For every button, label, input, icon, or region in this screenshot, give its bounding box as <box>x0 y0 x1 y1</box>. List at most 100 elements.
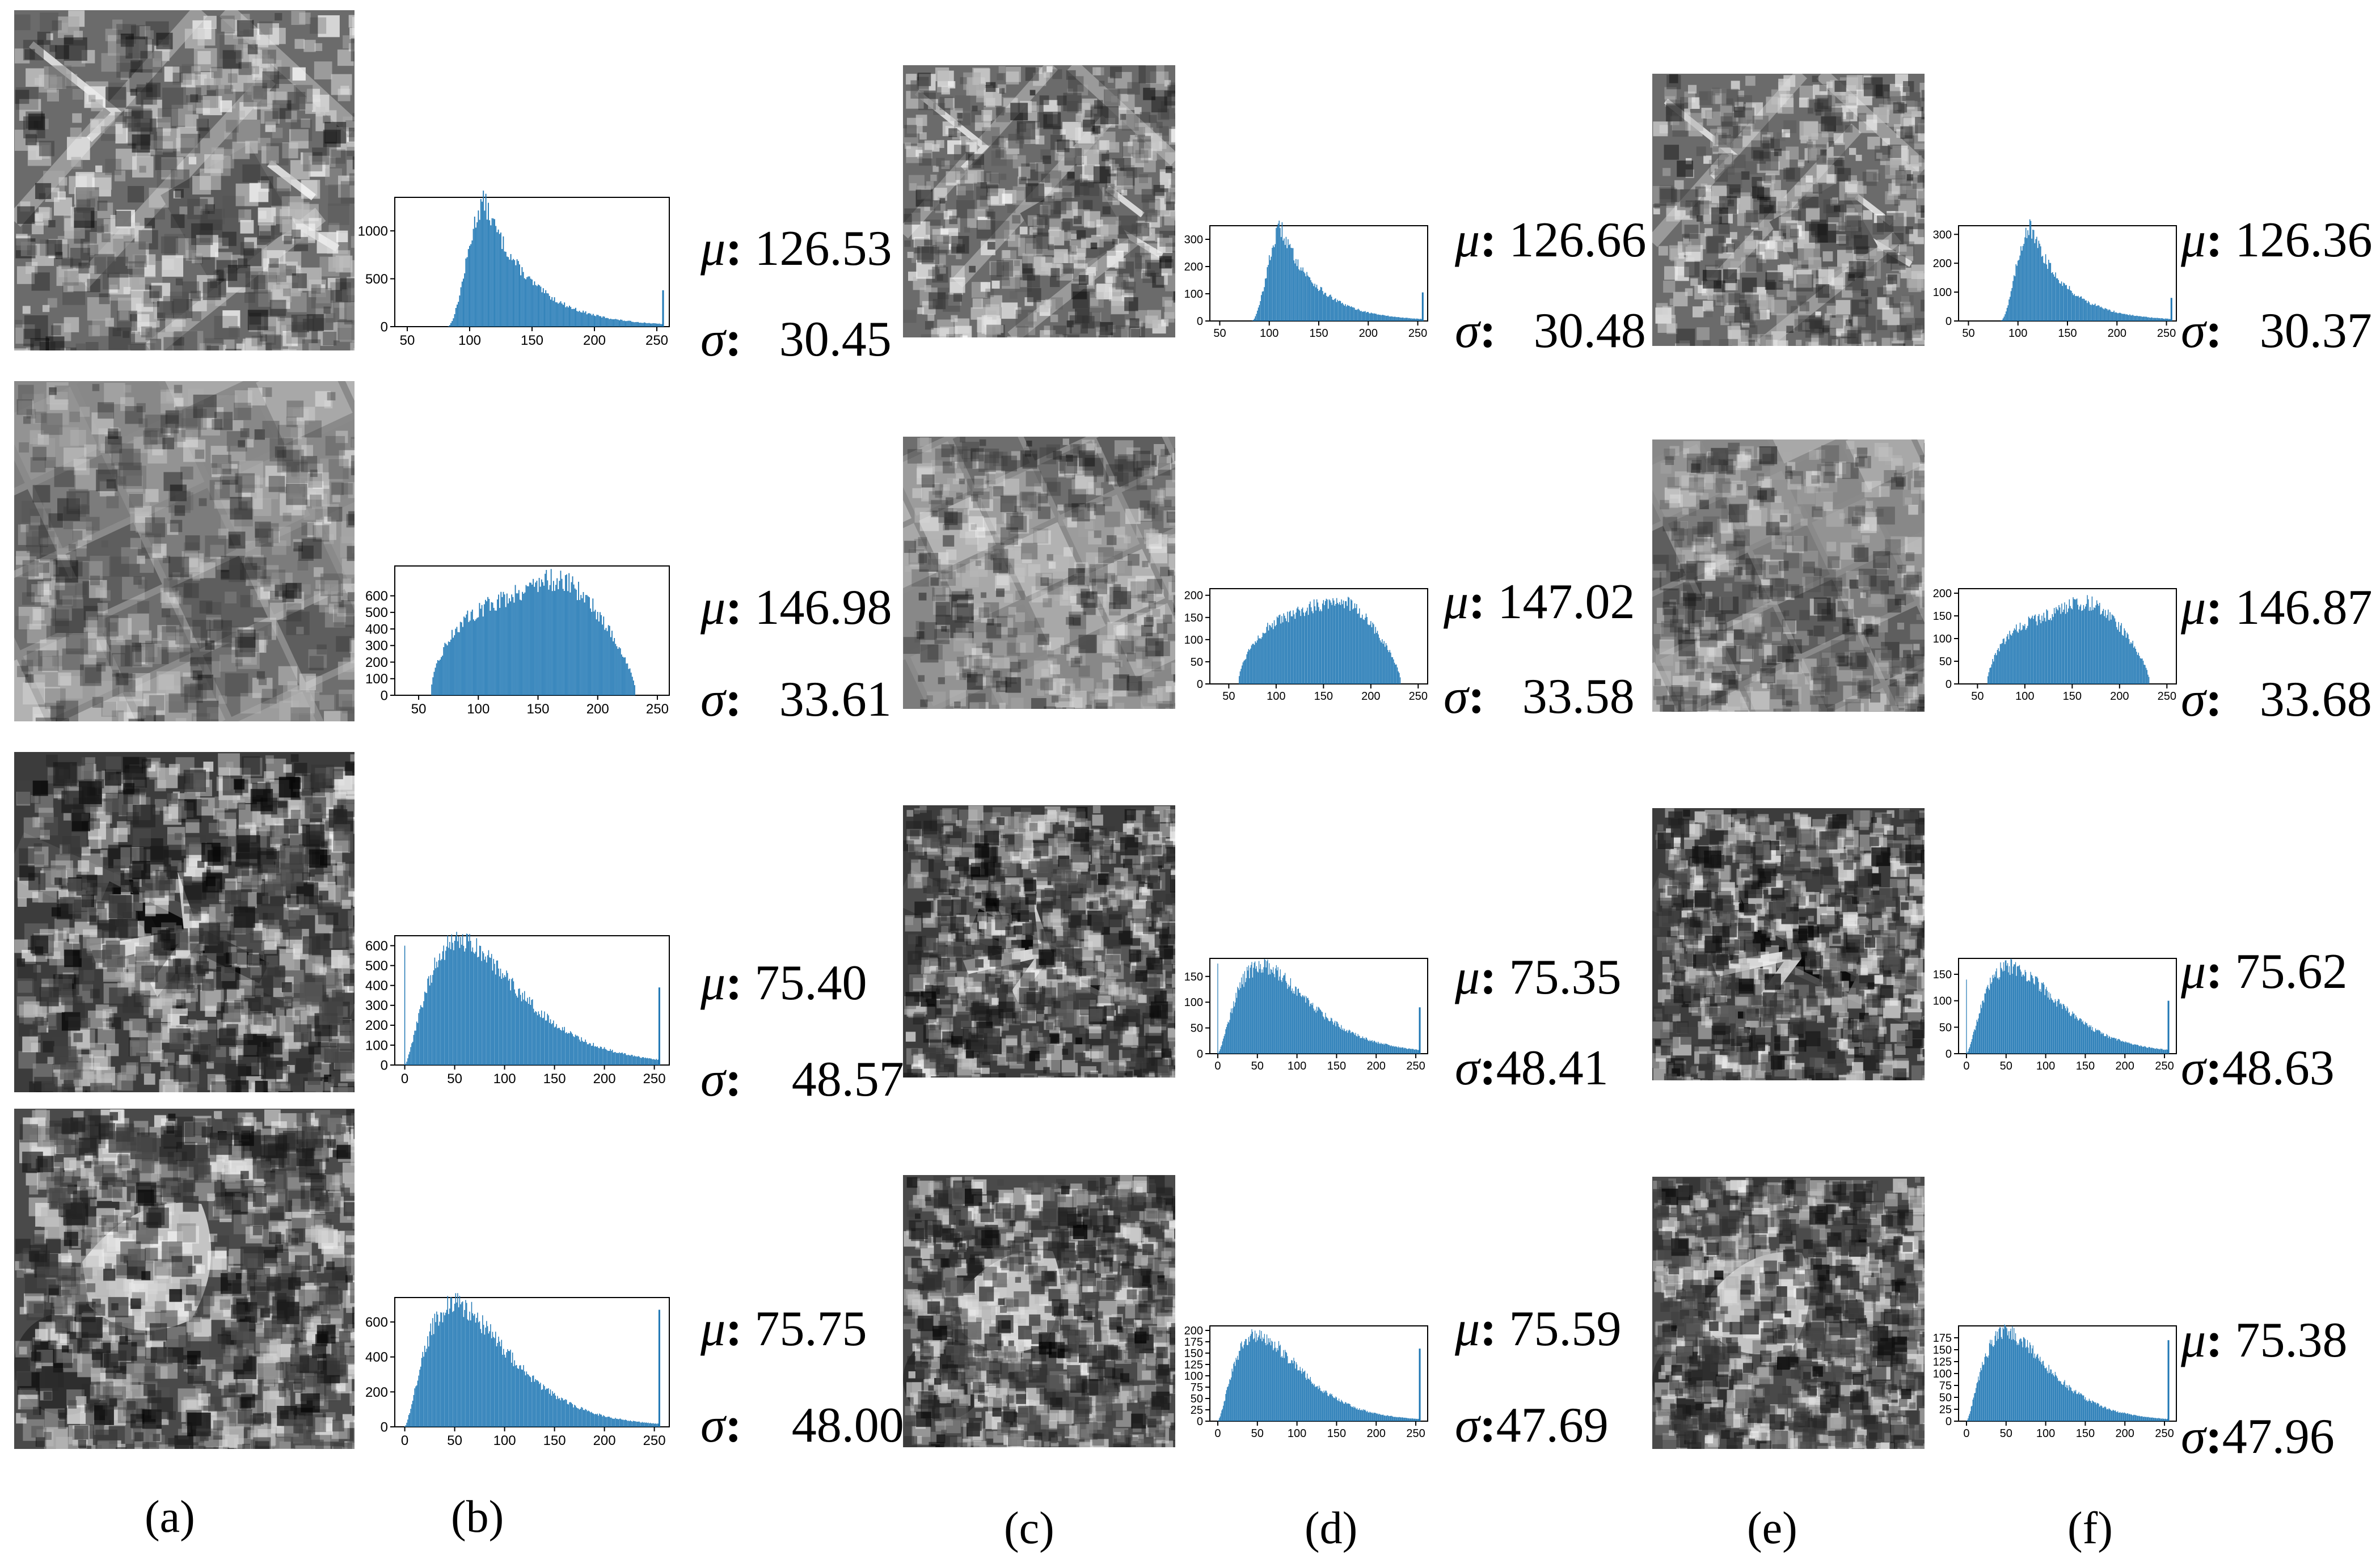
histogram-bar <box>2068 1013 2069 1054</box>
histogram-bar <box>1367 1040 1368 1054</box>
histogram-bar <box>490 225 492 327</box>
histogram-bar <box>1409 1048 1410 1054</box>
histogram-bar <box>1372 1040 1373 1054</box>
histogram-bar <box>1374 1041 1375 1054</box>
histogram-bar <box>569 592 571 695</box>
histogram-bar <box>549 585 551 695</box>
histogram-bar <box>2069 599 2070 684</box>
histogram-bar <box>1369 1040 1370 1054</box>
x-tick-label: 250 <box>643 1433 666 1448</box>
histogram-bar <box>655 1423 656 1427</box>
histogram-bar <box>1296 1362 1297 1421</box>
histogram-bar <box>1363 1038 1364 1054</box>
histogram-bar <box>639 322 640 327</box>
histogram-bar <box>1980 1004 1981 1054</box>
histogram-bar <box>519 1365 520 1427</box>
histogram-bar <box>450 1297 451 1427</box>
histogram-bar <box>1247 970 1248 1054</box>
mean-value-row4-b: μ: 75.75 <box>701 1302 867 1357</box>
histogram-bar <box>408 1415 410 1427</box>
sar-image-fields-a <box>14 381 355 721</box>
sar-image-urban-c <box>903 65 1175 337</box>
histogram-bar <box>1230 1012 1231 1054</box>
histogram-bar <box>2071 609 2073 684</box>
histogram-bar <box>505 607 507 695</box>
histogram-bar <box>500 591 502 695</box>
histogram-bar <box>656 323 657 327</box>
histogram-bar <box>571 1032 572 1065</box>
histogram-bar <box>495 226 497 327</box>
histogram-bar <box>520 995 521 1065</box>
histogram-bar <box>1360 311 1361 321</box>
histogram-bar <box>619 648 621 695</box>
histogram-bar <box>452 1312 453 1427</box>
histogram-bar <box>466 614 467 695</box>
histogram-bar <box>605 1049 606 1065</box>
histogram-bar <box>544 293 545 327</box>
histogram-bar <box>1284 615 1285 684</box>
histogram-bar <box>554 1027 555 1065</box>
histogram-bar <box>629 668 631 695</box>
x-tick-label: 150 <box>543 1071 566 1087</box>
histogram-bar <box>507 256 508 327</box>
histogram-bar <box>2163 319 2164 321</box>
histogram-bar <box>1331 1393 1332 1421</box>
histogram-bar <box>555 1395 556 1427</box>
histogram-bar <box>1290 1363 1292 1421</box>
histogram-bar <box>1292 616 1293 684</box>
histogram-bar <box>496 232 498 327</box>
histogram-bar <box>1318 291 1319 321</box>
y-tick-label: 100 <box>1933 633 1952 645</box>
histogram-bar <box>1402 1417 1403 1421</box>
histogram-bar <box>441 657 442 695</box>
x-tick-label: 100 <box>493 1433 516 1448</box>
histogram-bar <box>2122 1041 2124 1054</box>
histogram-bar <box>2042 1361 2043 1421</box>
histogram-bar <box>613 641 614 695</box>
histogram-bar <box>559 581 560 695</box>
mean-value-row2-b: μ: 146.98 <box>701 580 892 635</box>
histogram-bar <box>565 1033 566 1065</box>
histogram-bar <box>2143 1046 2145 1054</box>
histogram-bar <box>1989 1343 1990 1421</box>
histogram-bar <box>478 617 479 695</box>
histogram-bar <box>567 307 569 327</box>
histogram-bar <box>580 312 581 327</box>
histogram-bar <box>2077 1394 2078 1421</box>
histogram-bar <box>495 610 497 695</box>
histogram-bar <box>2135 648 2136 684</box>
histogram-bar <box>1263 291 1264 321</box>
histogram-bar <box>546 570 547 695</box>
histogram-bar <box>1346 306 1347 321</box>
histogram-bar <box>1344 306 1345 321</box>
x-tick-label: 250 <box>645 333 668 348</box>
x-tick-label: 100 <box>2015 690 2034 703</box>
histogram-bar <box>628 669 630 695</box>
histogram-bar <box>433 671 435 695</box>
histogram-bar <box>1287 611 1288 684</box>
histogram-bar <box>466 1303 467 1427</box>
histogram-bar <box>1269 974 1271 1054</box>
histogram-bar <box>1991 1340 1993 1421</box>
histogram-bar <box>607 1051 609 1065</box>
y-tick-label: 0 <box>381 319 388 335</box>
histogram-bar <box>2152 318 2153 321</box>
histogram-bars <box>2001 219 2172 321</box>
histogram-bar <box>1332 1396 1334 1421</box>
histogram-bar <box>1327 1018 1328 1054</box>
histogram-bar <box>2029 1342 2031 1421</box>
histogram-spike-bar <box>1421 292 1424 321</box>
histogram-bar <box>1242 984 1243 1054</box>
histogram-bar <box>2133 648 2134 684</box>
histogram-bar <box>530 582 531 695</box>
histogram-bar <box>2029 618 2030 684</box>
histogram-bar <box>1400 318 1402 321</box>
histogram-bar <box>416 1021 417 1065</box>
y-tick-label: 50 <box>1939 1392 1952 1404</box>
histogram-bar <box>1244 971 1246 1054</box>
histogram-bar <box>2035 976 2036 1054</box>
histogram-bar <box>2151 317 2153 321</box>
histogram-bar <box>429 985 431 1065</box>
histogram-bar <box>509 1351 510 1427</box>
histogram-bar <box>1317 1011 1318 1054</box>
